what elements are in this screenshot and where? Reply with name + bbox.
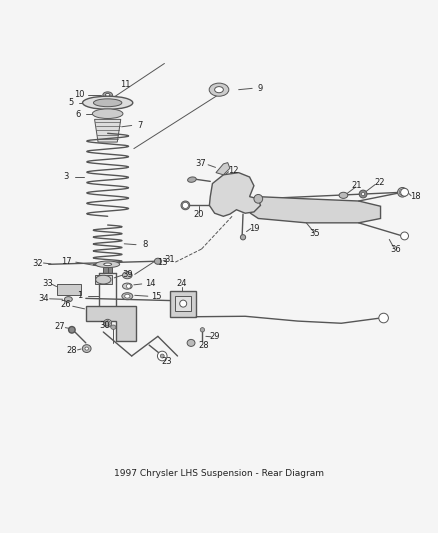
- Ellipse shape: [123, 283, 132, 289]
- Text: 39: 39: [122, 270, 133, 279]
- Ellipse shape: [361, 192, 364, 196]
- Text: 26: 26: [60, 301, 71, 310]
- Text: 28: 28: [66, 346, 77, 355]
- Text: 30: 30: [99, 321, 110, 330]
- Text: 17: 17: [61, 257, 71, 266]
- Text: 36: 36: [390, 245, 401, 254]
- Polygon shape: [95, 119, 121, 142]
- Text: 23: 23: [161, 357, 172, 366]
- Text: 5: 5: [69, 98, 74, 107]
- Circle shape: [399, 189, 406, 195]
- Ellipse shape: [401, 188, 409, 196]
- Text: 10: 10: [74, 91, 85, 100]
- Text: 32: 32: [32, 259, 43, 268]
- Bar: [57, 284, 81, 295]
- Text: 29: 29: [209, 332, 220, 341]
- Text: 37: 37: [195, 159, 206, 168]
- Ellipse shape: [92, 109, 123, 118]
- Text: 19: 19: [250, 224, 260, 233]
- Text: 8: 8: [142, 240, 148, 249]
- Ellipse shape: [160, 354, 164, 358]
- Text: 3: 3: [64, 173, 69, 182]
- Text: 20: 20: [193, 209, 204, 219]
- Ellipse shape: [209, 83, 229, 96]
- Polygon shape: [216, 163, 230, 175]
- Polygon shape: [251, 197, 381, 223]
- Ellipse shape: [187, 340, 195, 346]
- Text: 27: 27: [54, 322, 65, 331]
- Ellipse shape: [379, 313, 389, 323]
- Text: 14: 14: [145, 279, 155, 288]
- Ellipse shape: [111, 325, 116, 329]
- Text: 35: 35: [310, 229, 320, 238]
- Text: 24: 24: [177, 279, 187, 288]
- Ellipse shape: [401, 232, 409, 240]
- Text: 7: 7: [138, 121, 143, 130]
- Text: 33: 33: [42, 279, 53, 288]
- Ellipse shape: [398, 188, 407, 197]
- Ellipse shape: [240, 235, 246, 240]
- Text: 15: 15: [151, 292, 162, 301]
- Ellipse shape: [64, 297, 72, 302]
- Ellipse shape: [103, 92, 113, 98]
- Polygon shape: [209, 173, 261, 216]
- Ellipse shape: [122, 293, 133, 300]
- Ellipse shape: [106, 93, 110, 96]
- Bar: [175, 296, 191, 311]
- Ellipse shape: [85, 347, 88, 350]
- Text: 11: 11: [120, 80, 131, 89]
- Ellipse shape: [82, 96, 133, 109]
- Text: 34: 34: [38, 294, 49, 303]
- Text: 28: 28: [198, 341, 209, 350]
- Ellipse shape: [95, 261, 120, 268]
- Ellipse shape: [93, 99, 122, 107]
- Ellipse shape: [104, 263, 112, 265]
- Ellipse shape: [69, 327, 75, 333]
- Ellipse shape: [82, 345, 91, 352]
- Polygon shape: [86, 306, 136, 341]
- Ellipse shape: [123, 272, 132, 279]
- Text: 13: 13: [157, 257, 168, 266]
- Text: 1997 Chrysler LHS Suspension - Rear Diagram: 1997 Chrysler LHS Suspension - Rear Diag…: [114, 470, 324, 479]
- Text: 1: 1: [77, 291, 82, 300]
- Text: 12: 12: [228, 166, 239, 175]
- Circle shape: [182, 203, 188, 208]
- Text: 22: 22: [374, 177, 385, 187]
- Ellipse shape: [180, 300, 187, 307]
- Ellipse shape: [200, 328, 205, 332]
- Ellipse shape: [187, 177, 196, 182]
- Ellipse shape: [95, 275, 111, 284]
- Text: 18: 18: [410, 192, 421, 201]
- Circle shape: [105, 321, 110, 326]
- Ellipse shape: [127, 284, 131, 288]
- Ellipse shape: [181, 201, 190, 210]
- Ellipse shape: [104, 319, 112, 327]
- Ellipse shape: [157, 351, 167, 361]
- Bar: [95, 275, 112, 284]
- Text: 31: 31: [165, 255, 175, 264]
- Text: 9: 9: [258, 84, 263, 93]
- Ellipse shape: [215, 87, 223, 93]
- Ellipse shape: [254, 195, 263, 203]
- Ellipse shape: [339, 192, 348, 198]
- Ellipse shape: [359, 190, 367, 198]
- Text: 21: 21: [351, 181, 362, 190]
- Text: 6: 6: [75, 110, 81, 119]
- Ellipse shape: [125, 294, 130, 298]
- Bar: [170, 290, 196, 317]
- Ellipse shape: [154, 258, 161, 264]
